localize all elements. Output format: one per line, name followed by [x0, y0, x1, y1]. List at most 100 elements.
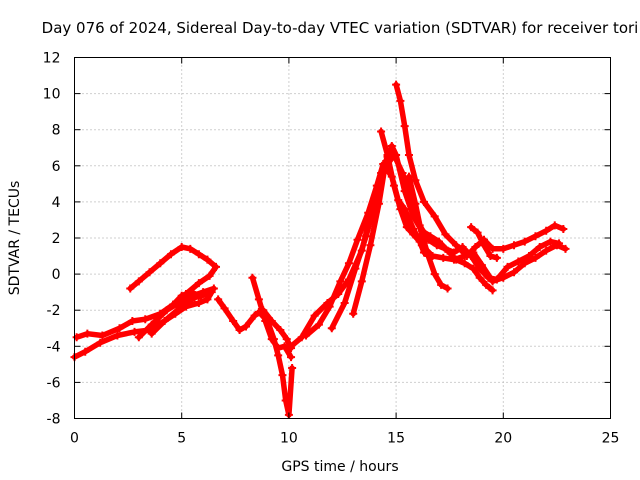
series-arc-6	[254, 308, 297, 419]
data-series	[70, 80, 570, 419]
data-point-marker	[98, 331, 107, 340]
data-point-marker	[469, 264, 478, 273]
data-point-marker	[340, 298, 349, 307]
data-point-marker	[194, 298, 203, 307]
data-point-marker	[488, 244, 497, 253]
x-tick-label: 25	[602, 431, 620, 447]
data-point-marker	[400, 122, 409, 131]
data-point-marker	[555, 239, 564, 248]
data-point-marker	[263, 317, 272, 326]
data-point-marker	[72, 333, 81, 342]
data-point-marker	[473, 228, 482, 237]
x-tick-label: 10	[280, 431, 298, 447]
data-point-marker	[460, 259, 469, 268]
data-point-marker	[467, 223, 476, 232]
data-point-marker	[141, 315, 150, 324]
data-point-marker	[242, 322, 251, 331]
data-point-marker	[344, 259, 353, 268]
data-point-marker	[550, 221, 559, 230]
data-point-marker	[492, 253, 501, 262]
data-point-marker	[503, 262, 512, 271]
data-point-marker	[452, 241, 461, 250]
data-point-marker	[374, 199, 383, 208]
x-tick-label: 0	[70, 431, 79, 447]
data-point-marker	[443, 284, 452, 293]
series-trace	[127, 244, 219, 332]
data-point-marker	[281, 396, 290, 405]
data-point-marker	[248, 273, 257, 282]
data-point-marker	[430, 270, 439, 279]
data-point-marker	[128, 317, 137, 326]
data-point-marker	[278, 371, 287, 380]
y-tick-label: 10	[43, 87, 61, 103]
data-point-marker	[336, 277, 345, 286]
data-point-marker	[287, 353, 296, 362]
data-point-marker	[439, 253, 448, 262]
data-point-marker	[437, 280, 446, 289]
data-point-marker	[276, 326, 285, 335]
series-trace	[378, 128, 427, 256]
data-point-marker	[387, 141, 396, 150]
data-point-marker	[196, 291, 205, 300]
data-point-marker	[254, 308, 263, 317]
data-point-marker	[177, 243, 186, 252]
data-point-marker	[377, 127, 386, 136]
y-tick-label: -6	[47, 375, 61, 391]
data-point-marker	[389, 181, 398, 190]
data-point-marker	[147, 329, 156, 338]
data-point-marker	[514, 257, 523, 266]
data-point-marker	[383, 150, 392, 159]
data-point-marker	[531, 253, 540, 262]
data-point-marker	[134, 333, 143, 342]
x-tick-label: 15	[387, 431, 405, 447]
data-point-marker	[531, 232, 540, 241]
data-point-marker	[207, 288, 216, 297]
data-point-marker	[475, 273, 484, 282]
x-tick-label: 5	[177, 431, 186, 447]
x-tick-label: 20	[494, 431, 512, 447]
data-point-marker	[194, 250, 203, 259]
data-point-marker	[134, 277, 143, 286]
data-point-marker	[392, 80, 401, 89]
data-point-marker	[400, 187, 409, 196]
data-point-marker	[220, 304, 229, 313]
y-tick-label: 6	[52, 159, 61, 175]
data-point-marker	[325, 302, 334, 311]
data-point-marker	[424, 252, 433, 261]
data-point-marker	[535, 243, 544, 252]
y-tick-label: 4	[52, 195, 61, 211]
x-axis-label: GPS time / hours	[281, 459, 398, 475]
y-tick-label: 8	[52, 123, 61, 139]
y-tick-label: -8	[47, 412, 61, 428]
data-point-marker	[482, 280, 491, 289]
y-tick-label: 0	[52, 267, 61, 283]
data-point-marker	[145, 268, 154, 277]
data-point-marker	[499, 244, 508, 253]
data-point-marker	[205, 271, 214, 280]
y-axis-label: SDTVAR / TECUs	[7, 181, 23, 296]
data-point-marker	[419, 197, 428, 206]
data-point-marker	[351, 264, 360, 273]
data-point-marker	[288, 363, 297, 372]
data-point-marker	[235, 326, 244, 335]
data-point-marker	[229, 317, 238, 326]
data-point-marker	[409, 230, 418, 239]
data-point-marker	[520, 237, 529, 246]
data-point-marker	[404, 172, 413, 181]
data-point-marker	[115, 324, 124, 333]
axis-ticks: 0 5 10 15 20 25 -8 -6 -4 -2 0 2 4 6 8 10 12	[43, 51, 620, 447]
y-tick-label: -4	[47, 339, 61, 355]
data-point-marker	[426, 232, 435, 241]
data-point-marker	[214, 295, 223, 304]
chart-title: Day 076 of 2024, Sidereal Day-to-day VTE…	[42, 19, 639, 37]
data-point-marker	[434, 237, 443, 246]
data-point-marker	[452, 255, 461, 264]
data-point-marker	[396, 205, 405, 214]
data-point-marker	[181, 289, 190, 298]
data-point-marker	[443, 246, 452, 255]
data-point-marker	[471, 243, 480, 252]
data-point-marker	[254, 295, 263, 304]
data-point-marker	[302, 331, 311, 340]
data-point-marker	[486, 252, 495, 261]
data-point-marker	[404, 150, 413, 159]
